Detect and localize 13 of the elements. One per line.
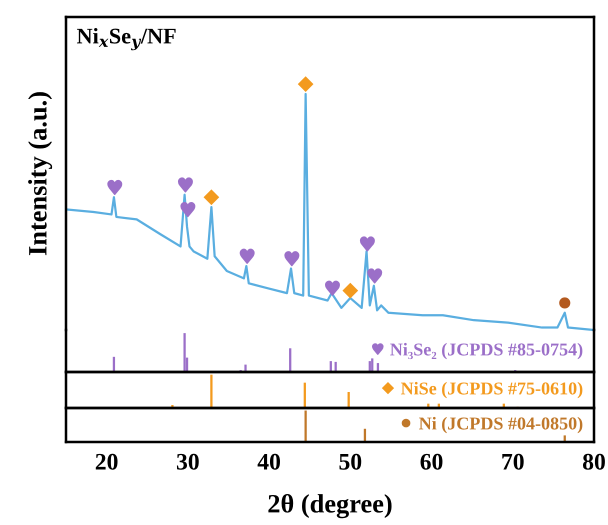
x-tick-label: 50 (339, 454, 362, 470)
x-axis-title: 2θ (degree) (268, 494, 392, 518)
legend-label: Ni₃Se₂ (JCPDS #85-0754) (390, 342, 582, 360)
chart-title: Ni$_{x}$Se$_{y}$/NF (76, 28, 176, 50)
x-tick-label: 20 (96, 454, 118, 470)
x-tick-label: 60 (420, 454, 442, 470)
legend-label: NiSe (JCPDS #75-0610) (400, 382, 582, 398)
y-axis-title: Intensity (a.u.) (28, 92, 52, 256)
legend-label: Ni (JCPDS #04-0850) (419, 416, 582, 434)
x-tick-label: 40 (258, 454, 280, 470)
x-tick-label: 80 (582, 454, 605, 470)
x-tick-label: 70 (502, 454, 524, 470)
x-tick-label: 30 (176, 454, 199, 470)
